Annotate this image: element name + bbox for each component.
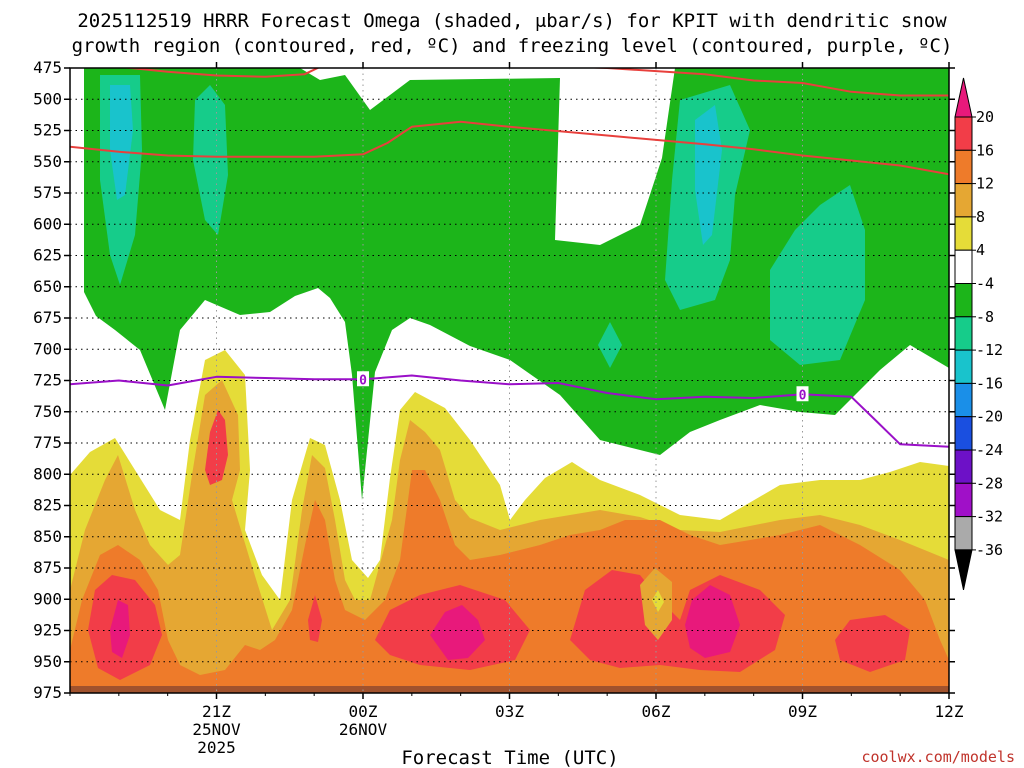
omega-shade-magenta-2 <box>430 605 485 660</box>
grid-lines <box>70 68 949 693</box>
y-tick-label-625: 625 <box>33 246 62 265</box>
plot-area: 00 <box>70 68 949 693</box>
colorbar-bottom-arrow <box>954 549 973 591</box>
x-tick-label1-5: 00Z <box>349 702 378 721</box>
contour-label-5: 0 <box>359 373 367 388</box>
x-tick-label1-8: 03Z <box>495 702 524 721</box>
y-tick-label-575: 575 <box>33 183 62 202</box>
colorbar-segment-9 <box>954 416 973 451</box>
colorbar-segment-0 <box>954 116 973 151</box>
y-tick-label-950: 950 <box>33 652 62 671</box>
colorbar-segment-1 <box>954 149 973 185</box>
colorbar-label-6: -8 <box>976 308 994 326</box>
contour-label-bg-5 <box>357 371 369 387</box>
x-tick-label3-2: 2025 <box>197 738 236 757</box>
colorbar-segment-11 <box>954 482 973 518</box>
y-tick-label-900: 900 <box>33 589 62 608</box>
colorbar-label-5: -4 <box>976 275 994 293</box>
y-tick-label-975: 975 <box>33 683 62 702</box>
x-tick-label2-5: 26NOV <box>339 720 388 739</box>
colorbar-label-2: 12 <box>976 175 994 193</box>
colorbar-segment-12 <box>954 516 973 551</box>
colorbar-label-8: -16 <box>976 374 1003 392</box>
omega-shade-cyan-1 <box>110 85 133 200</box>
contour-2 <box>70 374 949 448</box>
omega-shade-white-upper-gap <box>560 138 660 190</box>
colorbar-segment-6 <box>954 316 973 351</box>
y-tick-label-875: 875 <box>33 558 62 577</box>
credit-text: coolwx.com/models <box>861 748 1015 766</box>
colorbar-label-9: -20 <box>976 408 1003 426</box>
colorbar-label-3: 8 <box>976 208 985 226</box>
colorbar-segment-4 <box>954 249 973 284</box>
x-tick-label1-11: 06Z <box>642 702 671 721</box>
y-tick-label-750: 750 <box>33 402 62 421</box>
colorbar-label-13: -36 <box>976 541 1003 559</box>
y-tick-label-850: 850 <box>33 527 62 546</box>
y-tick-label-925: 925 <box>33 621 62 640</box>
contour-label-14: 0 <box>799 388 807 403</box>
x-tick-label2-2: 25NOV <box>192 720 241 739</box>
contour-1 <box>70 120 949 176</box>
omega-shade-teal-5 <box>598 322 622 368</box>
colorbar-label-0: 20 <box>976 108 994 126</box>
omega-shade-yellow-pocket <box>652 590 664 612</box>
omega-shade-cyan-2 <box>695 105 722 245</box>
x-tick-label1-2: 21Z <box>202 702 231 721</box>
colorbar-segment-3 <box>954 216 973 251</box>
colorbar-label-11: -28 <box>976 474 1003 492</box>
y-tick-label-600: 600 <box>33 214 62 233</box>
colorbar-top-arrow <box>954 77 973 118</box>
y-tick-label-700: 700 <box>33 339 62 358</box>
colorbar-segment-2 <box>954 183 973 218</box>
y-tick-label-500: 500 <box>33 89 62 108</box>
y-tick-label-550: 550 <box>33 152 62 171</box>
contour-lines: 00 <box>70 68 949 448</box>
y-tick-label-525: 525 <box>33 121 62 140</box>
chart-title-line2: growth region (contoured, red, ºC) and f… <box>72 35 953 57</box>
omega-shade-magenta-1 <box>110 600 130 658</box>
y-tick-label-825: 825 <box>33 496 62 515</box>
colorbar: 20 16 12 8 4 -4 -8 -12 -16 -20 -24 -28 -32 -36 <box>954 77 1003 591</box>
colorbar-label-4: 4 <box>976 241 985 259</box>
omega-shade-red-5 <box>835 615 910 672</box>
y-tick-label-800: 800 <box>33 464 62 483</box>
colorbar-label-7: -12 <box>976 341 1003 359</box>
colorbar-label-10: -24 <box>976 441 1003 459</box>
colorbar-segment-10 <box>954 449 973 484</box>
x-axis-label: Forecast Time (UTC) <box>401 747 618 768</box>
omega-shade-magenta-3 <box>685 585 740 658</box>
chart-title-line1: 2025112519 HRRR Forecast Omega (shaded, … <box>77 10 947 32</box>
colorbar-label-12: -32 <box>976 508 1003 526</box>
colorbar-label-1: 16 <box>976 141 994 159</box>
y-tick-label-650: 650 <box>33 277 62 296</box>
contour-label-bg-14 <box>796 386 809 402</box>
colorbar-segment-7 <box>954 349 973 384</box>
contour-0 <box>120 68 949 97</box>
y-tick-label-675: 675 <box>33 308 62 327</box>
y-axis: 475 500 525 550 575 600 625 650 675 700 725 750 775 8… <box>33 58 955 702</box>
y-tick-label-775: 775 <box>33 433 62 452</box>
colorbar-segment-5 <box>954 283 973 318</box>
x-tick-label1-17: 12Z <box>935 702 964 721</box>
colorbar-segment-8 <box>954 382 973 418</box>
omega-shade-teal-4 <box>770 185 865 365</box>
omega-shade-teal-2 <box>193 85 228 235</box>
y-tick-label-475: 475 <box>33 58 62 77</box>
x-tick-label1-14: 09Z <box>788 702 817 721</box>
y-tick-label-725: 725 <box>33 371 62 390</box>
